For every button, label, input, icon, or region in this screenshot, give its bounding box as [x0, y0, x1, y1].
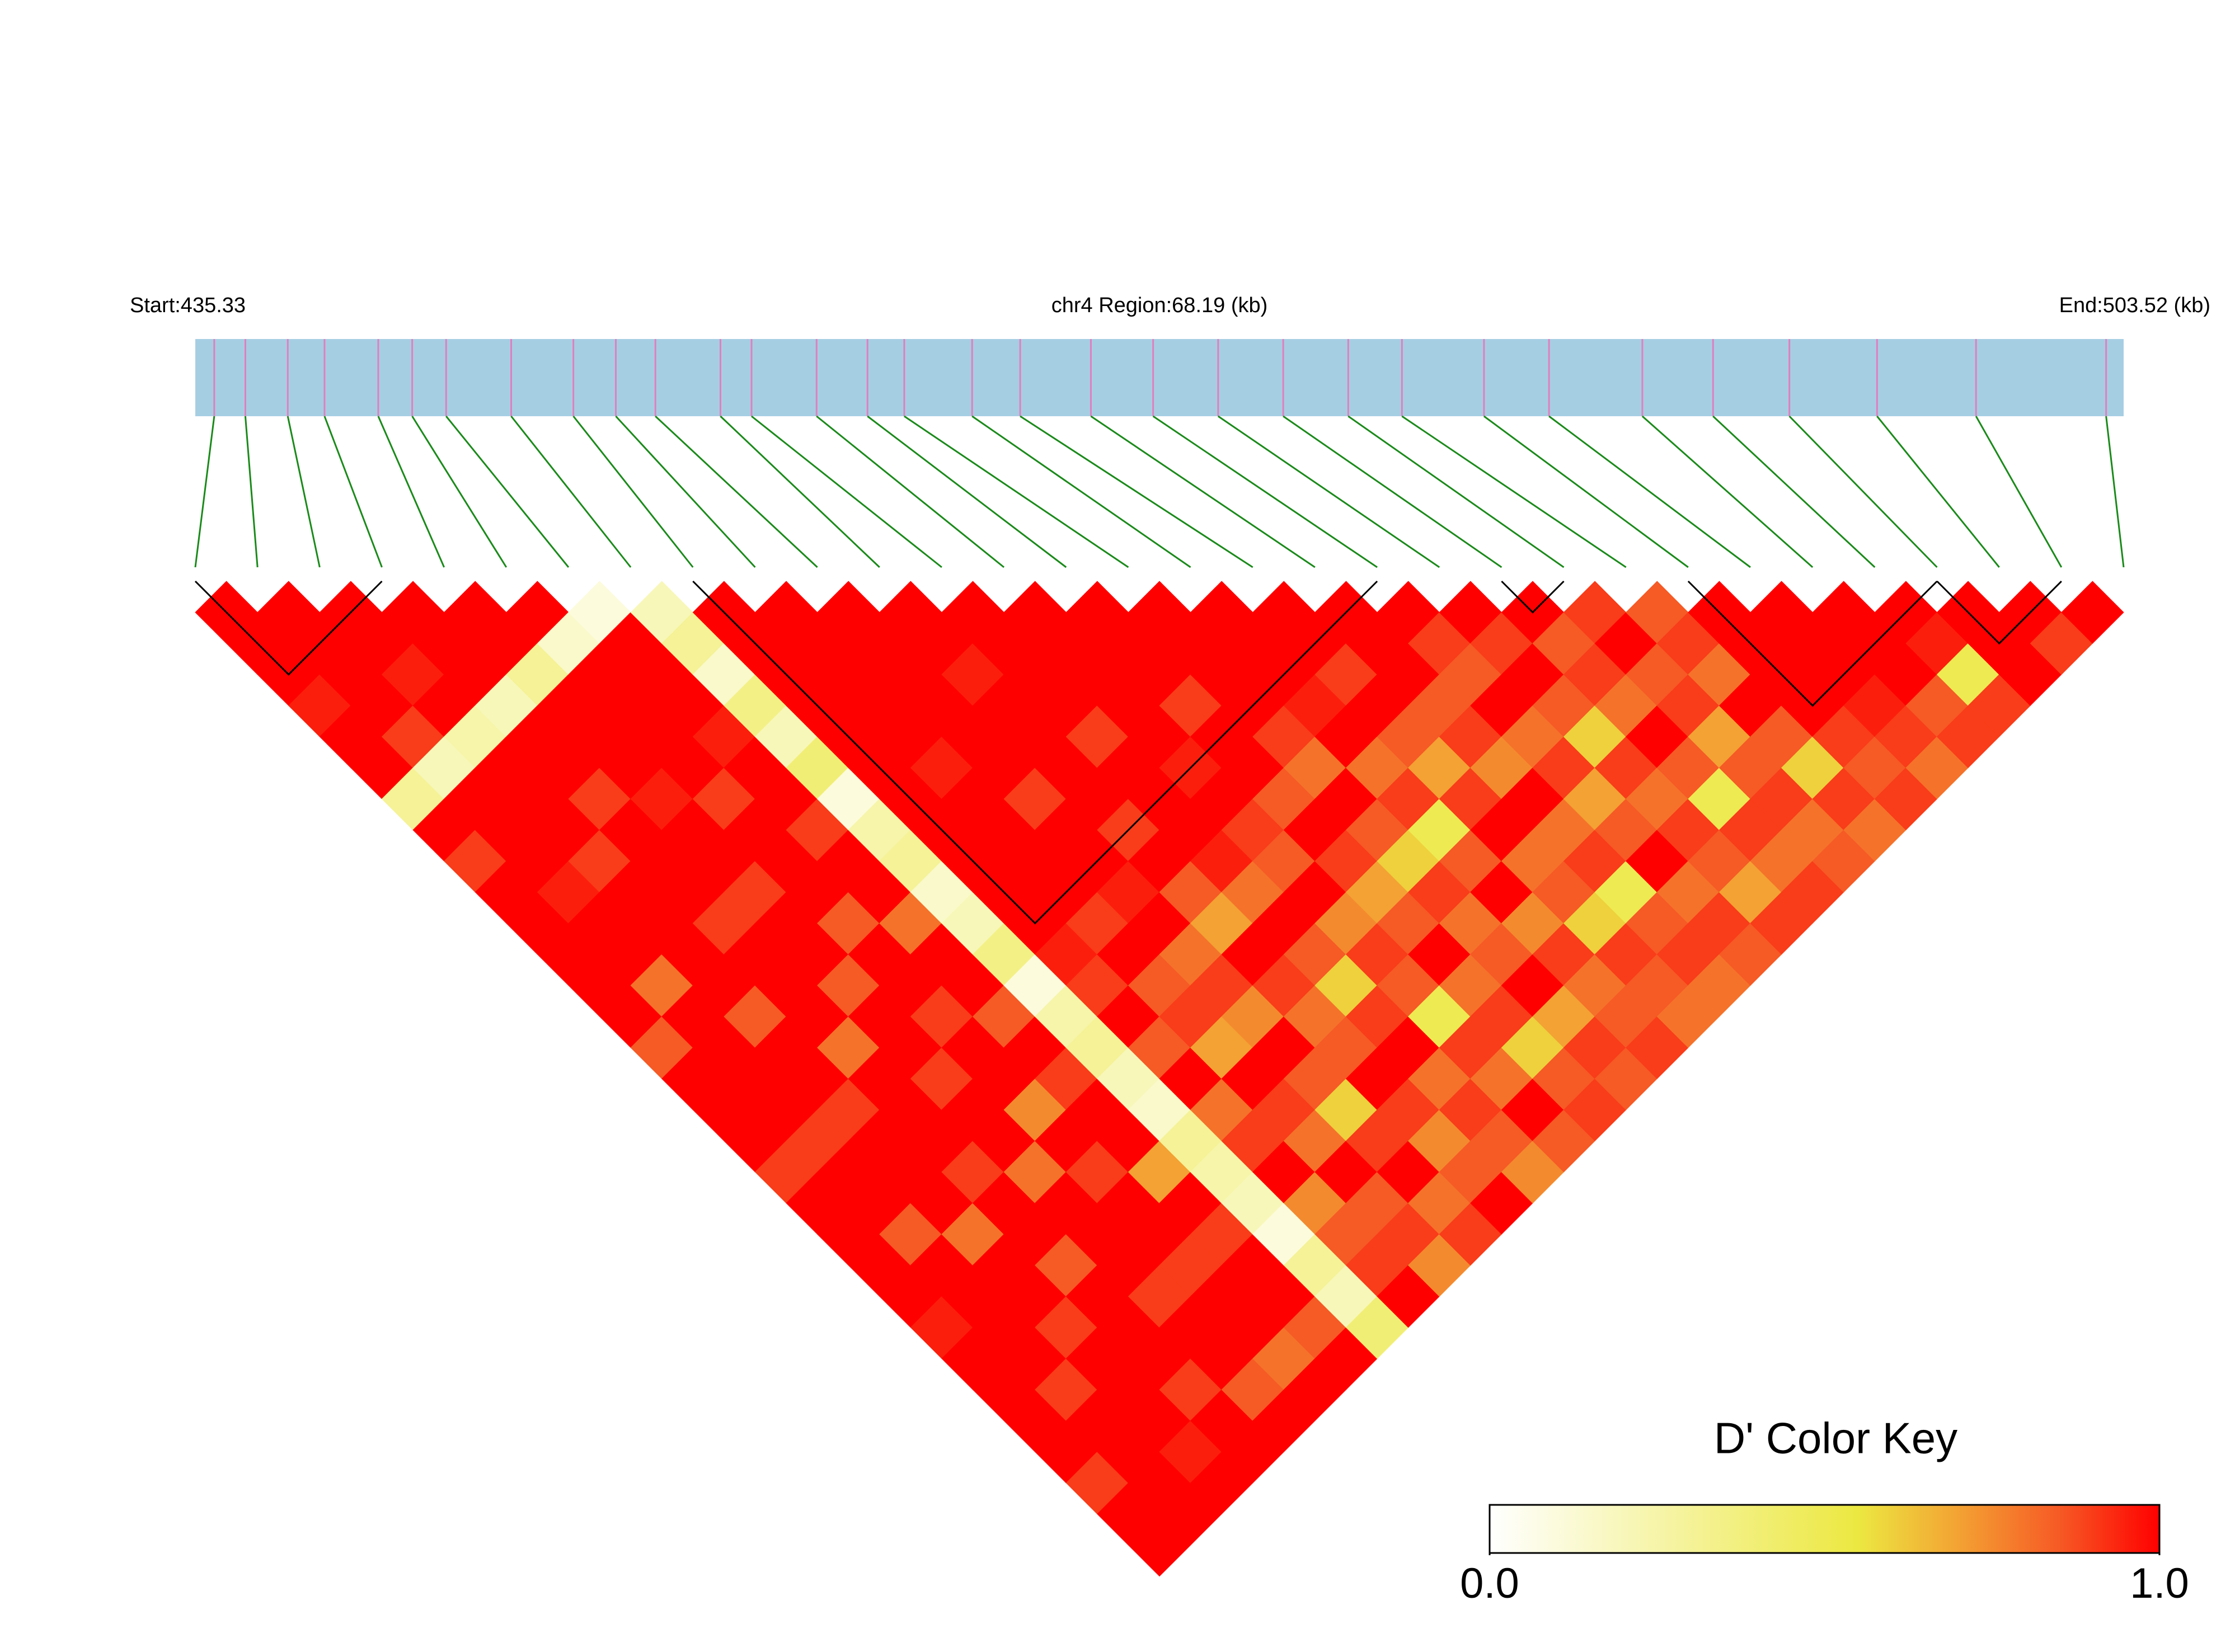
ld-cell: [1097, 1234, 1160, 1297]
ld-block: [1687, 580, 1938, 707]
snp-connector: [867, 415, 1067, 568]
snp-connector: [377, 416, 445, 568]
ld-block: [194, 580, 383, 676]
ld-block: [692, 580, 1378, 925]
snp-connector: [445, 416, 570, 568]
ld-cell: [1097, 611, 1160, 675]
ld-block: [1501, 580, 1565, 614]
snp-connector: [751, 415, 942, 568]
snp-connector: [1641, 415, 1814, 568]
snp-connector: [1975, 416, 2063, 568]
ld-cell: [537, 923, 600, 986]
ld-cell: [1097, 1420, 1160, 1484]
snp-connector: [1020, 415, 1253, 568]
snp-connector: [287, 416, 321, 568]
key-title: D' Color Key: [1714, 1414, 1957, 1463]
snp-connector: [510, 416, 632, 568]
region-label: chr4 Region:68.19 (kb): [1051, 294, 1268, 317]
ld-cell: [1097, 1296, 1160, 1359]
ld-cell: [1097, 1358, 1160, 1422]
ld-cell: [1097, 1482, 1160, 1546]
snp-connector: [244, 416, 259, 568]
color-key: [1489, 1504, 2161, 1554]
snp-connector: [2105, 416, 2125, 568]
ld-cell: [1097, 985, 1160, 1048]
snp-connector: [1283, 415, 1502, 568]
end-label: End:503.52 (kb): [2059, 294, 2210, 317]
snp-connector: [411, 416, 508, 568]
snp-connector: [816, 415, 1005, 568]
snp-connector: [1090, 415, 1316, 568]
snp-connector: [971, 415, 1191, 568]
snp-connector: [1347, 415, 1565, 568]
ld-block: [1936, 580, 2062, 645]
snp-connector: [1152, 415, 1378, 568]
snp-connector: [323, 416, 383, 568]
ld-cell: [1097, 1109, 1160, 1173]
key-tick-label: 1.0: [2130, 1560, 2189, 1607]
snp-connector: [904, 415, 1129, 568]
snp-connector: [1548, 415, 1751, 568]
position-bar: [195, 339, 2124, 416]
snp-connector: [572, 416, 694, 568]
ld-cell: [537, 798, 600, 862]
ld-cell: [1097, 923, 1160, 986]
key-tick-label: 0.0: [1460, 1560, 1519, 1607]
snp-connector: [615, 415, 756, 568]
snp-connector: [1712, 415, 1876, 568]
snp-connector: [720, 415, 880, 568]
ld-cell: [1097, 736, 1160, 799]
snp-connector: [1218, 415, 1440, 568]
ld-cell: [1097, 1047, 1160, 1110]
ld-cell: [537, 611, 600, 675]
snp-connector: [1876, 416, 2000, 568]
start-label: Start:435.33: [130, 294, 246, 317]
snp-connector: [655, 415, 818, 568]
snp-connector: [1401, 415, 1627, 568]
snp-connector: [1788, 415, 1938, 568]
ld-cell: [537, 736, 600, 799]
ld-cell: [2061, 581, 2124, 644]
snp-connector: [1483, 415, 1689, 568]
snp-connector: [194, 416, 215, 568]
